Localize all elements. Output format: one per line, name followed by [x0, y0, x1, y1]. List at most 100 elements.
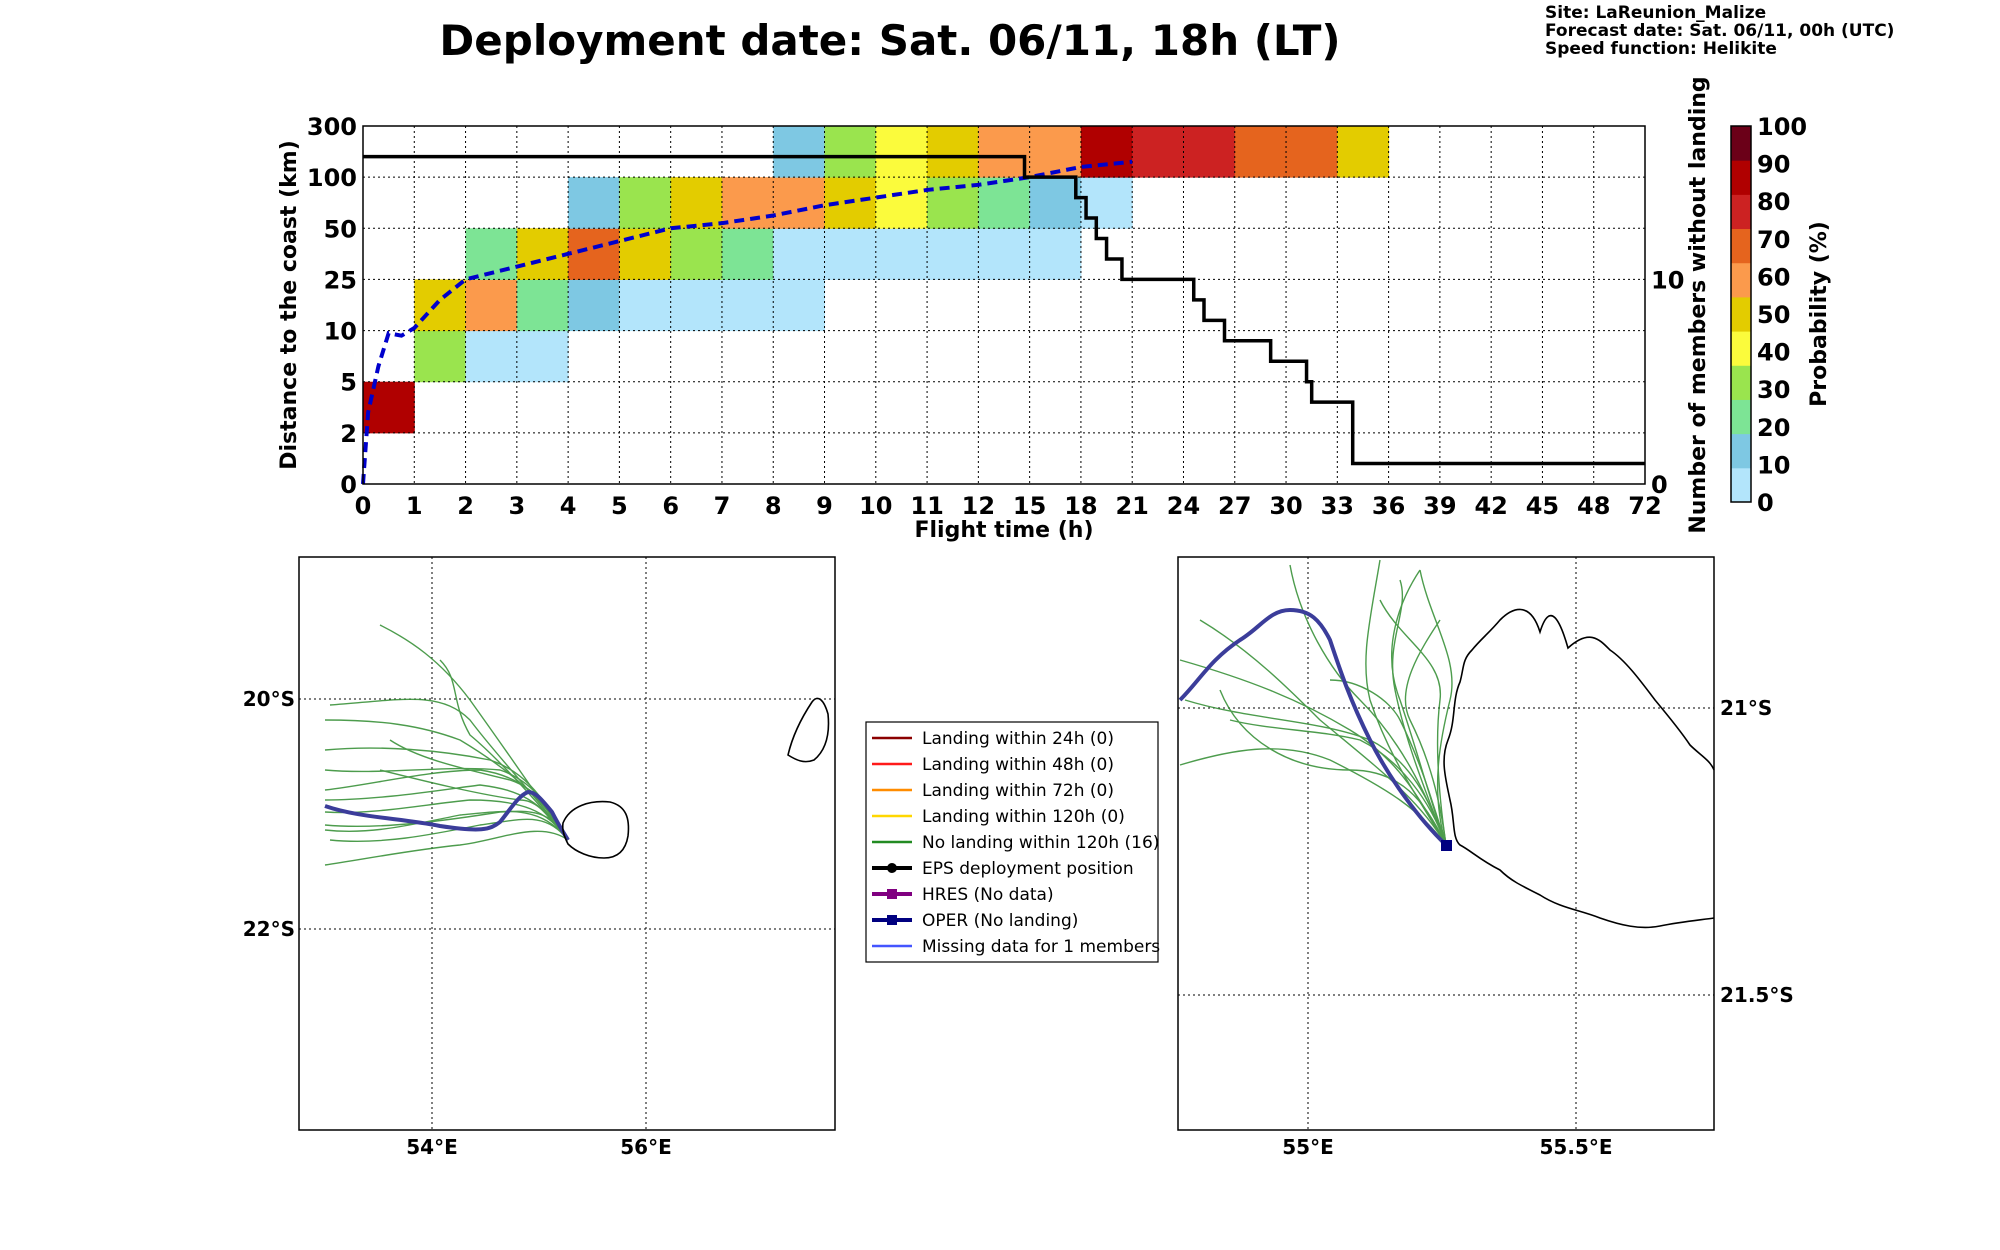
median-distance-line: [361, 159, 1133, 485]
legend-label: Landing within 72h (0): [922, 781, 1114, 801]
speed-info: Speed function: Helikite: [1545, 39, 1777, 59]
map-right-lon-label-1: 55°E: [1282, 1135, 1334, 1159]
map-left-lon-label-2: 56°E: [620, 1135, 672, 1159]
y2-tick-labels: 0 10: [1651, 266, 1684, 499]
heatmap-cell: [568, 228, 620, 280]
heatmap-cell: [414, 330, 467, 383]
map-right-lat-label-1: 21°S: [1720, 696, 1772, 720]
heatmap-cell: [721, 228, 774, 280]
figure-title: Deployment date: Sat. 06/11, 18h (LT): [439, 16, 1340, 65]
heatmap-cell: [824, 126, 877, 178]
heatmap-cell: [516, 279, 569, 332]
legend-label: Landing within 24h (0): [922, 729, 1114, 749]
colorbar-block: [1731, 433, 1751, 469]
heatmap-cell: [670, 177, 723, 229]
colorbar: 0 10 20 30 40 50 60 70 80 90 100 Probability (%): [1730, 113, 1832, 517]
heatmap-grid: [363, 126, 1645, 484]
members-without-landing-line: [363, 154, 1645, 466]
heatmap-cell: [773, 126, 826, 178]
heatmap-cell: [1080, 177, 1133, 229]
x-tick-label: 8: [765, 492, 782, 520]
heatmap-cell: [1132, 126, 1184, 178]
heatmap-cell: [1029, 177, 1082, 229]
heatmap-cell: [875, 228, 928, 280]
heatmap-cell: [670, 228, 723, 280]
heatmap-cell: [465, 330, 518, 383]
x-tick-label: 0: [355, 492, 372, 520]
map-left: 20°S 22°S 54°E 56°E: [243, 556, 836, 1159]
map-left-grid: [299, 557, 835, 1130]
legend-marker: [887, 915, 897, 925]
x-tick-label: 10: [859, 492, 892, 520]
heatmap-cell: [978, 126, 1031, 178]
heatmap-cell: [619, 279, 672, 332]
colorbar-blocks: [1731, 126, 1751, 503]
y2-tick-label: 10: [1651, 266, 1684, 294]
x-tick-label: 36: [1372, 492, 1405, 520]
x-tick-label: 6: [662, 492, 679, 520]
heatmap-cell: [773, 279, 826, 332]
map-left-lat-label-1: 20°S: [243, 687, 295, 711]
colorbar-block: [1731, 126, 1751, 161]
legend-item: Landing within 120h (0): [872, 807, 1125, 827]
colorbar-label: Probability (%): [1807, 221, 1832, 407]
y-tick-label: 300: [307, 113, 357, 141]
colorbar-tick-label: 70: [1757, 226, 1790, 254]
heatmap-cell: [1029, 228, 1082, 280]
heatmap-cell: [1286, 126, 1338, 178]
colorbar-block: [1731, 194, 1751, 230]
heatmap-cell: [516, 228, 569, 280]
x-tick-label: 7: [714, 492, 731, 520]
x-tick-label: 42: [1474, 492, 1507, 520]
map-left-island-reunion: [561, 800, 630, 859]
map-right-deployment-marker: [1441, 840, 1452, 851]
y-tick-label: 2: [340, 420, 357, 448]
heatmap-cell: [875, 126, 928, 178]
colorbar-tick-label: 30: [1757, 376, 1790, 404]
legend-label: Missing data for 1 members: [922, 937, 1160, 957]
colorbar-block: [1731, 228, 1751, 264]
y-tick-label: 50: [324, 215, 357, 243]
x-tick-label: 39: [1423, 492, 1456, 520]
heatmap-cell: [721, 177, 774, 229]
x-tick-labels: 0 1 2 3 4 5 6 7 8 9 10 11 12 15 18 21 24 27 30 33 36 39 42 45 48…: [355, 492, 1662, 520]
legend: Landing within 24h (0) Landing within 48h…: [865, 721, 1160, 963]
map-left-lat-label-2: 22°S: [243, 917, 295, 941]
x-tick-label: 2: [457, 492, 474, 520]
heatmap-lines: [361, 154, 1645, 485]
legend-label: EPS deployment position: [922, 859, 1134, 879]
legend-label: HRES (No data): [922, 885, 1054, 905]
y-tick-label: 5: [340, 369, 357, 397]
heatmap-cell: [927, 177, 979, 229]
heatmap-cell: [978, 177, 1031, 229]
probability-heatmap-chart: 0 1 2 3 4 5 6 7 8 9 10 11 12 15 18 21 24 27 30 33 36 39 42 45 48…: [277, 76, 1711, 543]
heatmap-cell: [619, 177, 672, 229]
colorbar-block: [1731, 365, 1751, 400]
x-tick-label: 4: [560, 492, 577, 520]
colorbar-block: [1731, 262, 1751, 298]
map-left-island-mauritius: [787, 697, 830, 763]
colorbar-tick-label: 80: [1757, 188, 1790, 216]
y-tick-label: 10: [324, 318, 357, 346]
heatmap-cell: [927, 228, 979, 280]
colorbar-tick-label: 20: [1757, 414, 1790, 442]
y2-axis-label: Number of members without landing: [1686, 76, 1711, 533]
heatmap-cell: [1080, 126, 1133, 178]
map-right-oper-track: [1178, 607, 1448, 847]
legend-frame: [865, 721, 1159, 963]
colorbar-block: [1731, 331, 1751, 366]
legend-label: Landing within 48h (0): [922, 755, 1114, 775]
heatmap-cell: [978, 228, 1031, 280]
x-axis-label: Flight time (h): [914, 518, 1093, 543]
y-axis-label: Distance to the coast (km): [277, 140, 302, 470]
map-right: 21°S 21.5°S 55°E 55.5°E: [1177, 556, 1794, 1159]
colorbar-tick-label: 60: [1757, 263, 1790, 291]
colorbar-tick-label: 90: [1757, 151, 1790, 179]
legend-item: EPS deployment position: [872, 859, 1134, 879]
legend-marker: [887, 889, 897, 899]
heatmap-cell: [568, 279, 620, 332]
site-info: Site: LaReunion_Malize: [1545, 3, 1766, 23]
legend-item: HRES (No data): [872, 885, 1054, 905]
x-tick-label: 45: [1526, 492, 1559, 520]
